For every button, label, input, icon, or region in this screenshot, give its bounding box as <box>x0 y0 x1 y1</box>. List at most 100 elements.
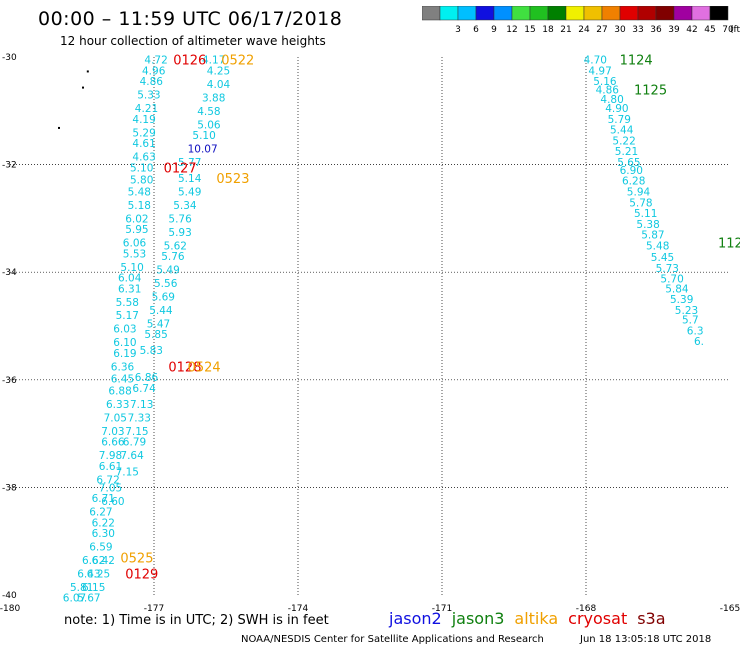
credit-line: NOAA/NESDIS Center for Satellite Applica… <box>241 634 544 645</box>
legend-item-jason3: jason3 <box>451 609 505 628</box>
wave-height-value: 6.36 <box>111 361 135 373</box>
legend-item-s3a: s3a <box>637 609 666 628</box>
wave-height-value: 5.10 <box>192 130 215 142</box>
wave-height-value: 7.13 <box>130 399 153 411</box>
wave-height-value: 6.33 <box>106 399 129 411</box>
map-dot <box>82 86 84 89</box>
wave-height-value: 5.79 <box>608 114 631 126</box>
wave-height-value: 5.23 <box>675 305 698 317</box>
wave-height-value: 4.86 <box>596 84 620 96</box>
wave-height-value: 6.88 <box>108 386 131 398</box>
x-tick-label: -168 <box>576 604 597 612</box>
wave-height-value: 6.22 <box>92 517 115 529</box>
color-bin-label: 6 <box>473 25 479 35</box>
wave-height-value: 5.85 <box>144 329 167 341</box>
wave-height-value: 6.61 <box>99 461 122 473</box>
pass-time-label: 1125 <box>634 83 667 98</box>
wave-height-value: 4.58 <box>197 106 220 118</box>
wave-height-value: 6. <box>694 336 704 348</box>
wave-height-value: 5.70 <box>660 274 683 286</box>
wave-height-value: 6.71 <box>92 493 115 505</box>
wave-height-value: 6.60 <box>101 496 124 508</box>
wave-height-value: 4.19 <box>132 114 155 126</box>
wave-height-value: 5.21 <box>615 146 638 158</box>
wave-height-value: 4.96 <box>142 65 166 77</box>
wave-height-value: 6.45 <box>111 374 134 386</box>
wave-height-map: -180 -177 -174 -171 -168 -165 -30 -32 -34 -36 -38 -… <box>0 53 740 612</box>
wave-height-value: 5.7 <box>682 315 699 327</box>
color-bin-label: 18 <box>542 25 554 35</box>
color-bin-label: 45 <box>704 25 715 35</box>
wave-height-value: 5.84 <box>665 283 689 295</box>
wave-height-value: 6.31 <box>118 283 141 295</box>
wave-height-value: 6.74 <box>132 383 156 395</box>
wave-height-value: 6.72 <box>96 474 119 486</box>
wave-height-value: 5.95 <box>125 224 148 236</box>
pass-time-label: 0129 <box>125 567 158 582</box>
wave-height-value: 5.81 <box>70 582 93 594</box>
wave-height-value: 5.93 <box>168 227 191 239</box>
color-bin-label: 27 <box>596 25 607 35</box>
wave-height-value: 4.25 <box>207 65 230 77</box>
wave-height-value: 5.44 <box>149 305 173 317</box>
wave-height-value: 6.66 <box>101 437 125 449</box>
wave-height-value: 5.48 <box>646 240 669 252</box>
wave-height-value: 6.43 <box>77 568 100 580</box>
wave-height-value: 5.06 <box>197 119 221 131</box>
color-bin-label: 42 <box>686 25 697 35</box>
wave-height-value: 5.44 <box>610 125 634 137</box>
wave-height-value: 5.22 <box>612 135 635 147</box>
y-tick-label: -34 <box>2 268 17 278</box>
wave-height-value: 5.47 <box>147 318 170 330</box>
wave-height-value: 4.21 <box>135 103 158 115</box>
wave-height-value: 5.94 <box>627 187 651 199</box>
wave-height-value: 6.04 <box>118 273 142 285</box>
wave-height-value: 5.76 <box>168 213 192 225</box>
pass-time-label: 112 <box>718 237 740 252</box>
wave-height-value: 6.3 <box>687 325 704 337</box>
wave-height-value: 6.62 <box>82 555 105 567</box>
wave-height-value: 7.33 <box>128 412 151 424</box>
wave-height-value: 5.34 <box>173 200 197 212</box>
pass-time-label: 0127 <box>164 161 197 176</box>
wave-height-value: 5.69 <box>152 291 175 303</box>
wave-height-value: 5.45 <box>651 252 674 264</box>
wave-height-value: 5.53 <box>123 248 146 260</box>
y-tick-label: -38 <box>2 483 17 493</box>
page-title: 00:00 – 11:59 UTC 06/17/2018 <box>38 8 343 30</box>
wave-height-value: 4.63 <box>132 152 155 164</box>
wave-height-value: 5.39 <box>670 294 693 306</box>
wave-height-value: 6.27 <box>89 507 112 519</box>
wave-height-value: 4.90 <box>605 103 628 115</box>
wave-height-value: 5.10 <box>120 262 143 274</box>
pass-time-label: 0524 <box>188 360 221 375</box>
map-dot <box>86 70 89 73</box>
map-dot <box>58 126 60 129</box>
wave-height-value: 6.15 <box>82 582 105 594</box>
wave-height-value: 5.78 <box>629 197 652 209</box>
wave-height-value: 6.06 <box>123 238 147 250</box>
wave-height-value: 5.48 <box>128 187 151 199</box>
wave-height-value: 4.72 <box>144 55 167 67</box>
wave-height-value: 6.02 <box>125 213 148 225</box>
wave-height-value: 6.10 <box>113 337 136 349</box>
wave-height-value: 5.62 <box>164 240 187 252</box>
wave-height-value: 5.83 <box>140 345 163 357</box>
color-bin-label: 21 <box>560 25 571 35</box>
pass-time-label: 0523 <box>216 172 249 187</box>
wave-height-value: 5.77 <box>178 157 201 169</box>
wave-height-value: 5.58 <box>116 297 139 309</box>
x-tick-label: -177 <box>144 604 164 612</box>
wave-height-value: 10.07 <box>188 143 218 155</box>
wave-height-value: 6.19 <box>113 348 136 360</box>
wave-height-value: 5.10 <box>130 162 153 174</box>
wave-height-value: 5.56 <box>154 278 178 290</box>
color-bin-label: 36 <box>650 25 662 35</box>
pass-time-label: 0522 <box>221 54 254 69</box>
y-tick-label: -32 <box>2 161 17 171</box>
wave-height-value: 7.64 <box>120 450 144 462</box>
wave-height-value: 4.97 <box>588 65 611 77</box>
wave-height-value: 5.65 <box>617 157 640 169</box>
y-tick-label: -30 <box>2 53 17 63</box>
